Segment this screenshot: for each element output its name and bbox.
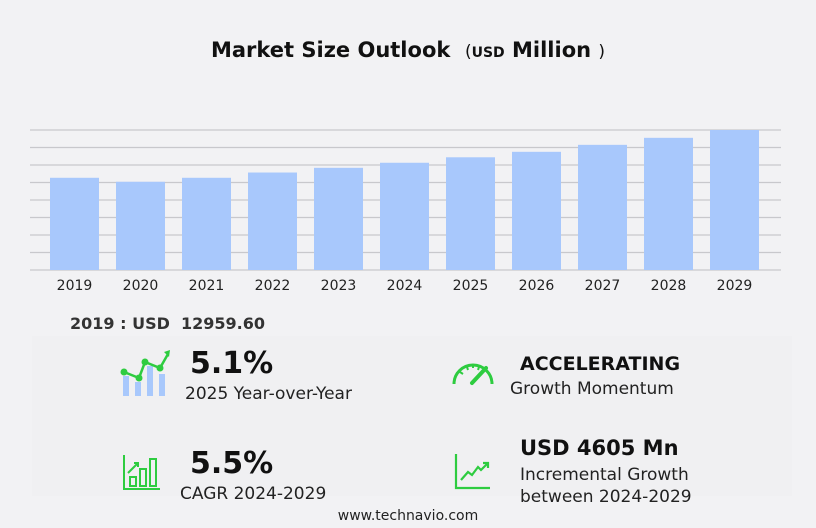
title-text: Market Size Outlook (210, 38, 451, 62)
chart-title: Market Size Outlook (USD Million ) (0, 38, 816, 62)
yoy-value: 5.1% (190, 346, 274, 381)
bar-2025 (446, 157, 495, 270)
x-tick-label: 2029 (717, 278, 753, 294)
x-tick-label: 2023 (321, 278, 357, 294)
x-tick-label: 2020 (123, 278, 159, 294)
x-tick-label: 2024 (387, 278, 423, 294)
bar-2027 (578, 144, 627, 270)
momentum-value: ACCELERATING (520, 353, 681, 375)
momentum-label: Growth Momentum (510, 379, 674, 399)
line-growth-icon (454, 454, 490, 490)
growth-chart-icon (120, 350, 170, 396)
x-tick-label: 2021 (189, 278, 225, 294)
x-tick-label: 2028 (651, 278, 687, 294)
yoy-label: 2025 Year-over-Year (185, 384, 352, 404)
bar-chart: 2019 2020 2021 2022 2023 2024 2025 2026 2027 2028… (30, 129, 781, 294)
unit-close: ) (598, 42, 606, 62)
cagr-label: CAGR 2024-2029 (180, 484, 326, 504)
unit-currency: USD (471, 45, 505, 61)
cagr-label-a: CAGR (180, 484, 229, 504)
unit-open: ( (464, 42, 472, 62)
bar-2019 (50, 177, 99, 270)
bar-2023 (314, 167, 363, 270)
baseline-value: 2019 : USD 12959.60 (70, 314, 266, 333)
x-tick-label: 2025 (453, 278, 489, 294)
unit-scale: Million (512, 38, 592, 62)
cagr-value: 5.5% (190, 446, 274, 481)
bar-2029 (710, 130, 759, 270)
speedometer-icon (452, 363, 494, 385)
cagr-label-b: 2024-2029 (233, 484, 327, 504)
incremental-label-1: Incremental Growth (520, 465, 689, 485)
x-tick-label: 2022 (255, 278, 291, 294)
x-tick-label: 2027 (585, 278, 621, 294)
stats-panel (32, 336, 792, 496)
x-tick-label: 2026 (519, 278, 555, 294)
bar-growth-icon (123, 455, 160, 490)
bar-2022 (248, 172, 297, 270)
bar-2026 (512, 151, 561, 270)
bar-2028 (644, 137, 693, 270)
footer-url: www.technavio.com (337, 508, 479, 524)
bar-2020 (116, 181, 165, 270)
incremental-value: USD 4605 Mn (520, 436, 679, 460)
bar-2024 (380, 162, 429, 270)
x-tick-label: 2019 (57, 278, 93, 294)
incremental-label-2: between 2024-2029 (520, 487, 692, 507)
bar-2021 (182, 177, 231, 270)
